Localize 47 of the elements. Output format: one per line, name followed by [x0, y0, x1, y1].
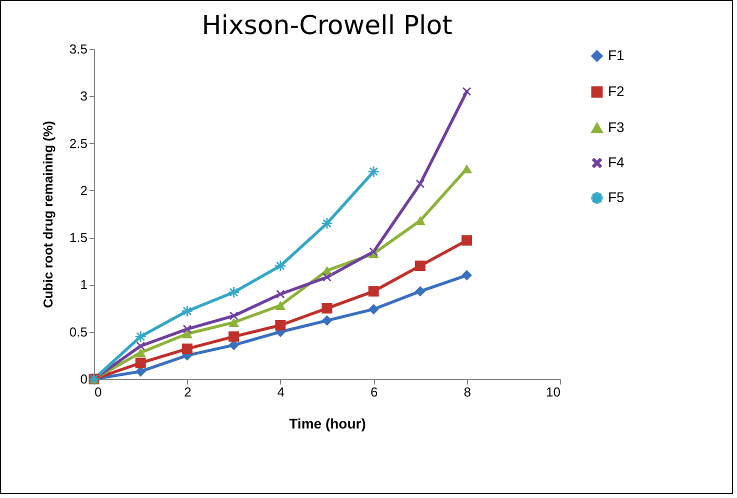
point [368, 286, 379, 297]
y-tick-label: 0 [80, 372, 88, 386]
x-tick-label: 2 [184, 384, 192, 400]
x-tick-label: 10 [546, 384, 560, 400]
y-tick-label: 2.5 [69, 136, 88, 151]
point [230, 312, 238, 320]
y-axis-title: Cubic root drug remaining (%) [40, 120, 56, 308]
legend-label: F3 [608, 119, 625, 135]
point [182, 329, 192, 338]
point [135, 348, 146, 358]
point [462, 235, 472, 246]
point [322, 315, 332, 326]
y-tick-label: 2 [80, 182, 88, 198]
y-tick-label: 1.5 [69, 230, 88, 246]
legend-label: F2 [608, 83, 625, 99]
point [322, 272, 332, 282]
point [414, 216, 426, 226]
legend-label: F4 [608, 154, 625, 170]
point [135, 358, 146, 368]
point [182, 324, 192, 334]
x-tick-label: 8 [464, 384, 471, 400]
point [368, 304, 379, 314]
x-tick-label: 0 [94, 384, 102, 400]
point [182, 344, 192, 354]
x-tick-label: 4 [277, 384, 285, 400]
point [462, 87, 472, 96]
chart-title: Hixson-Crowell Plot [202, 11, 452, 41]
point [322, 303, 332, 314]
point [228, 318, 240, 327]
legend-label: F5 [608, 189, 625, 205]
point [414, 286, 426, 297]
legend-label: F1 [608, 47, 625, 63]
y-tick-label: 0.5 [69, 324, 88, 340]
point [369, 247, 378, 256]
y-tick-label: 1 [80, 277, 88, 292]
x-tick-label: 6 [370, 384, 378, 400]
point [462, 270, 472, 281]
point [414, 260, 426, 272]
y-tick-label: 3.5 [69, 42, 88, 56]
point [275, 300, 286, 310]
point [136, 342, 145, 350]
point [416, 180, 424, 188]
x-axis-title: Time (hour) [289, 416, 366, 432]
y-tick-label: 3 [80, 88, 88, 104]
point [228, 331, 240, 342]
point [275, 320, 286, 330]
point [462, 164, 472, 174]
